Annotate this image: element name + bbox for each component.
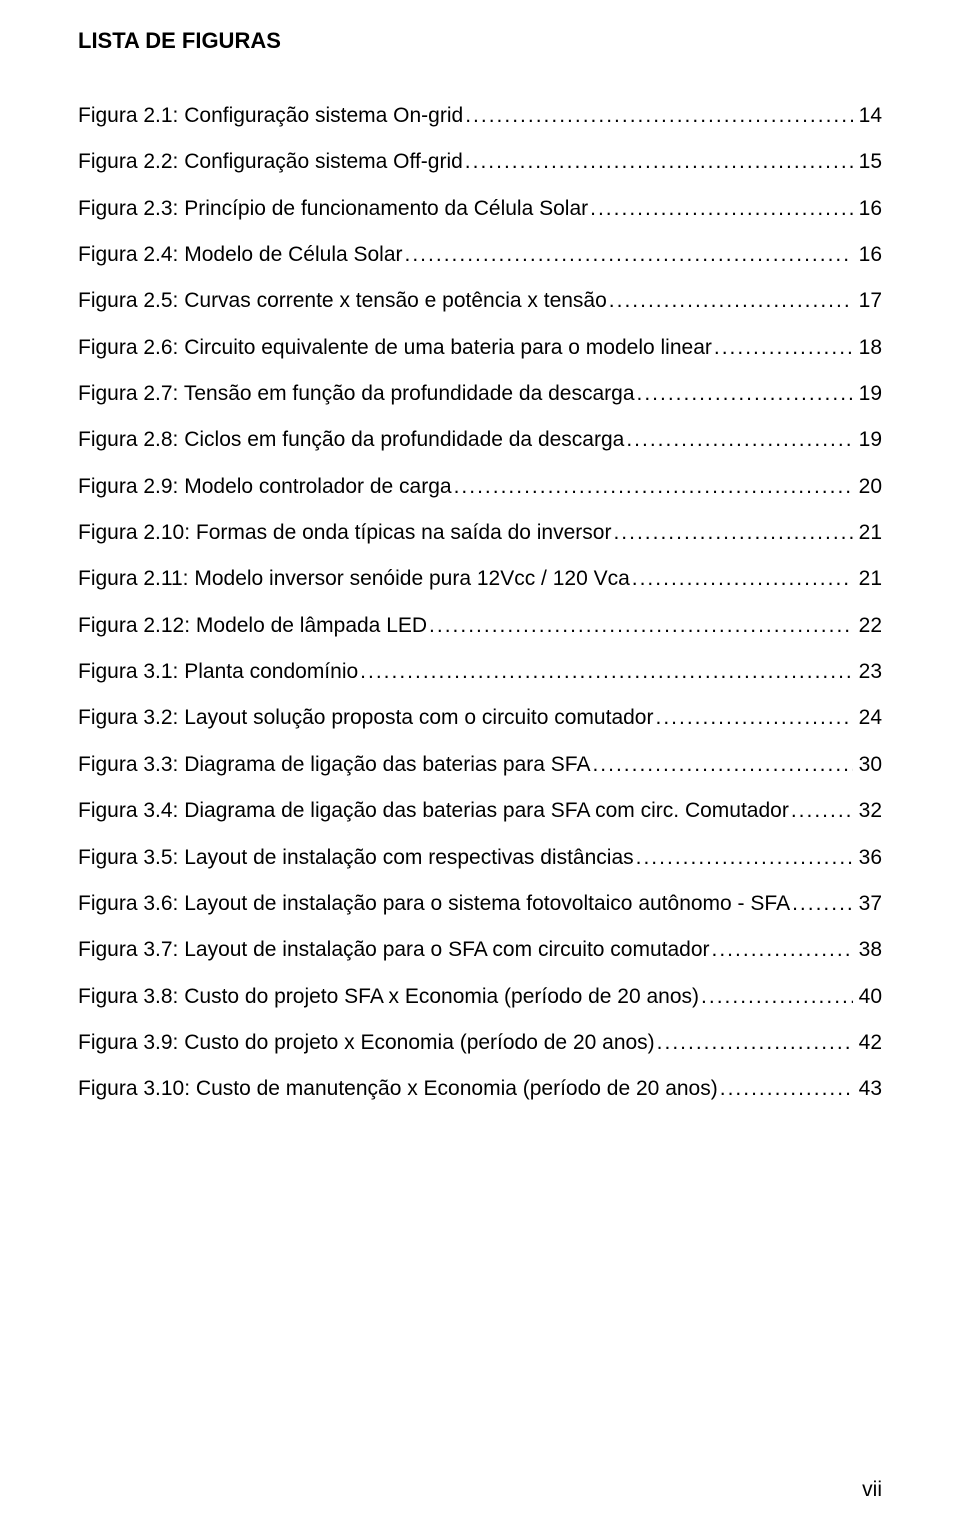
- figure-entry-page: 37: [855, 890, 882, 918]
- figure-entry-label: Figura 3.10: Custo de manutenção x Econo…: [78, 1075, 718, 1103]
- figure-entry: Figura 2.7: Tensão em função da profundi…: [78, 380, 882, 408]
- figure-entry-page: 30: [855, 751, 882, 779]
- figure-entry: Figura 2.5: Curvas corrente x tensão e p…: [78, 287, 882, 315]
- dot-leader: ........................................…: [360, 658, 852, 686]
- dot-leader: ........................................…: [712, 936, 853, 964]
- figure-entry: Figura 3.7: Layout de instalação para o …: [78, 936, 882, 964]
- page: LISTA DE FIGURAS Figura 2.1: Configuraçã…: [0, 0, 960, 1526]
- figure-entry-page: 17: [855, 287, 882, 315]
- figure-entry-label: Figura 3.2: Layout solução proposta com …: [78, 704, 653, 732]
- dot-leader: ........................................…: [609, 287, 853, 315]
- figure-entry-label: Figura 3.6: Layout de instalação para o …: [78, 890, 790, 918]
- figure-entry-page: 32: [855, 797, 882, 825]
- figure-entry: Figura 2.2: Configuração sistema Off-gri…: [78, 148, 882, 176]
- dot-leader: ........................................…: [655, 704, 852, 732]
- figure-entry-page: 22: [855, 612, 882, 640]
- figure-entry: Figura 3.1: Planta condomínio...........…: [78, 658, 882, 686]
- dot-leader: ........................................…: [465, 102, 852, 130]
- figure-entry: Figura 2.8: Ciclos em função da profundi…: [78, 426, 882, 454]
- dot-leader: ........................................…: [636, 844, 853, 872]
- dot-leader: ........................................…: [792, 890, 853, 918]
- figure-entry-page: 36: [855, 844, 882, 872]
- figure-entry-label: Figura 3.9: Custo do projeto x Economia …: [78, 1029, 655, 1057]
- figure-entry-page: 15: [855, 148, 882, 176]
- figure-entry-label: Figura 2.10: Formas de onda típicas na s…: [78, 519, 611, 547]
- dot-leader: ........................................…: [791, 797, 853, 825]
- figure-entry-label: Figura 3.7: Layout de instalação para o …: [78, 936, 710, 964]
- figure-entry: Figura 3.2: Layout solução proposta com …: [78, 704, 882, 732]
- dot-leader: ........................................…: [714, 334, 853, 362]
- figure-entry-label: Figura 2.1: Configuração sistema On-grid: [78, 102, 463, 130]
- figure-entry-page: 14: [855, 102, 882, 130]
- figure-entry-label: Figura 2.6: Circuito equivalente de uma …: [78, 334, 712, 362]
- figure-entry-page: 18: [855, 334, 882, 362]
- figure-entry-page: 43: [855, 1075, 882, 1103]
- figure-entry: Figura 3.3: Diagrama de ligação das bate…: [78, 751, 882, 779]
- dot-leader: ........................................…: [429, 612, 853, 640]
- figure-entry-label: Figura 2.3: Princípio de funcionamento d…: [78, 195, 588, 223]
- page-number: vii: [862, 1478, 882, 1502]
- dot-leader: ........................................…: [637, 380, 853, 408]
- dot-leader: ........................................…: [632, 565, 853, 593]
- figure-entry-label: Figura 3.8: Custo do projeto SFA x Econo…: [78, 983, 699, 1011]
- figure-entry: Figura 3.6: Layout de instalação para o …: [78, 890, 882, 918]
- figure-entry: Figura 3.10: Custo de manutenção x Econo…: [78, 1075, 882, 1103]
- figure-entry-label: Figura 2.8: Ciclos em função da profundi…: [78, 426, 624, 454]
- figure-entry: Figura 2.12: Modelo de lâmpada LED......…: [78, 612, 882, 640]
- figure-entry-page: 21: [855, 519, 882, 547]
- page-title: LISTA DE FIGURAS: [78, 28, 882, 54]
- figure-entry: Figura 3.8: Custo do projeto SFA x Econo…: [78, 983, 882, 1011]
- figure-entry-label: Figura 3.3: Diagrama de ligação das bate…: [78, 751, 590, 779]
- figure-entry-label: Figura 3.1: Planta condomínio: [78, 658, 358, 686]
- figure-entry-page: 19: [855, 426, 882, 454]
- figure-entry-label: Figura 2.9: Modelo controlador de carga: [78, 473, 452, 501]
- dot-leader: ........................................…: [465, 148, 853, 176]
- figure-entry: Figura 2.1: Configuração sistema On-grid…: [78, 102, 882, 130]
- figure-entry: Figura 2.6: Circuito equivalente de uma …: [78, 334, 882, 362]
- figure-entry-label: Figura 2.2: Configuração sistema Off-gri…: [78, 148, 463, 176]
- dot-leader: ........................................…: [657, 1029, 853, 1057]
- figure-entry-label: Figura 2.12: Modelo de lâmpada LED: [78, 612, 427, 640]
- figure-entry: Figura 3.5: Layout de instalação com res…: [78, 844, 882, 872]
- figure-entry-page: 23: [855, 658, 882, 686]
- dot-leader: ........................................…: [720, 1075, 853, 1103]
- figure-entry-label: Figura 2.4: Modelo de Célula Solar: [78, 241, 403, 269]
- dot-leader: ........................................…: [626, 426, 852, 454]
- dot-leader: ........................................…: [613, 519, 852, 547]
- figure-entry-page: 20: [855, 473, 882, 501]
- figure-entry-label: Figura 3.5: Layout de instalação com res…: [78, 844, 634, 872]
- figure-entry: Figura 3.9: Custo do projeto x Economia …: [78, 1029, 882, 1057]
- figure-entry-label: Figura 2.7: Tensão em função da profundi…: [78, 380, 635, 408]
- figure-entry-page: 40: [855, 983, 882, 1011]
- figure-entry-page: 16: [855, 241, 882, 269]
- figure-entry-page: 38: [855, 936, 882, 964]
- figure-entry-page: 19: [855, 380, 882, 408]
- dot-leader: ........................................…: [592, 751, 852, 779]
- dot-leader: ........................................…: [405, 241, 853, 269]
- figure-entry-page: 42: [855, 1029, 882, 1057]
- figure-entry: Figura 2.9: Modelo controlador de carga.…: [78, 473, 882, 501]
- dot-leader: ........................................…: [590, 195, 853, 223]
- figure-entry: Figura 2.3: Princípio de funcionamento d…: [78, 195, 882, 223]
- figure-entry-label: Figura 3.4: Diagrama de ligação das bate…: [78, 797, 789, 825]
- figure-list: Figura 2.1: Configuração sistema On-grid…: [78, 102, 882, 1104]
- figure-entry: Figura 2.4: Modelo de Célula Solar......…: [78, 241, 882, 269]
- figure-entry-label: Figura 2.5: Curvas corrente x tensão e p…: [78, 287, 607, 315]
- figure-entry-page: 24: [855, 704, 882, 732]
- dot-leader: ........................................…: [701, 983, 853, 1011]
- figure-entry-label: Figura 2.11: Modelo inversor senóide pur…: [78, 565, 630, 593]
- figure-entry: Figura 2.10: Formas de onda típicas na s…: [78, 519, 882, 547]
- figure-entry: Figura 3.4: Diagrama de ligação das bate…: [78, 797, 882, 825]
- figure-entry-page: 16: [855, 195, 882, 223]
- dot-leader: ........................................…: [454, 473, 853, 501]
- figure-entry: Figura 2.11: Modelo inversor senóide pur…: [78, 565, 882, 593]
- figure-entry-page: 21: [855, 565, 882, 593]
